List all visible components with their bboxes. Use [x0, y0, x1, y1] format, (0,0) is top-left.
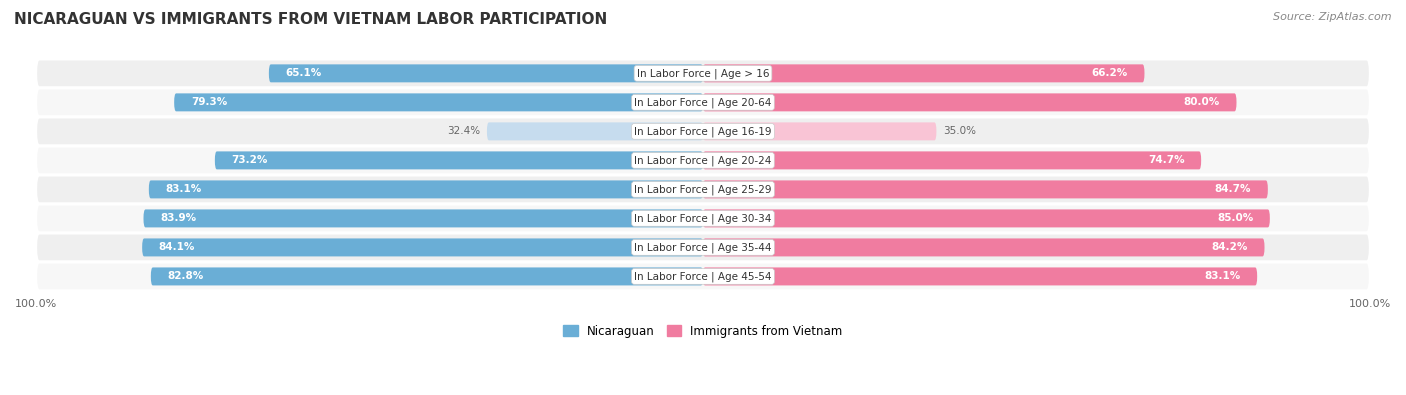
Text: In Labor Force | Age > 16: In Labor Force | Age > 16	[637, 68, 769, 79]
Text: 79.3%: 79.3%	[191, 98, 228, 107]
Text: 84.7%: 84.7%	[1215, 184, 1251, 194]
FancyBboxPatch shape	[143, 209, 703, 228]
Text: 83.1%: 83.1%	[166, 184, 201, 194]
Text: 84.1%: 84.1%	[159, 243, 195, 252]
Text: NICARAGUAN VS IMMIGRANTS FROM VIETNAM LABOR PARTICIPATION: NICARAGUAN VS IMMIGRANTS FROM VIETNAM LA…	[14, 12, 607, 27]
FancyBboxPatch shape	[37, 88, 1369, 116]
FancyBboxPatch shape	[269, 64, 703, 82]
Text: 74.7%: 74.7%	[1147, 155, 1184, 166]
FancyBboxPatch shape	[703, 93, 1236, 111]
Text: In Labor Force | Age 20-24: In Labor Force | Age 20-24	[634, 155, 772, 166]
Legend: Nicaraguan, Immigrants from Vietnam: Nicaraguan, Immigrants from Vietnam	[558, 320, 848, 342]
Text: In Labor Force | Age 25-29: In Labor Force | Age 25-29	[634, 184, 772, 195]
FancyBboxPatch shape	[703, 64, 1144, 82]
Text: 73.2%: 73.2%	[232, 155, 269, 166]
FancyBboxPatch shape	[37, 205, 1369, 232]
Text: Source: ZipAtlas.com: Source: ZipAtlas.com	[1274, 12, 1392, 22]
FancyBboxPatch shape	[703, 122, 936, 140]
Text: In Labor Force | Age 16-19: In Labor Force | Age 16-19	[634, 126, 772, 137]
FancyBboxPatch shape	[703, 239, 1264, 256]
Text: 65.1%: 65.1%	[285, 68, 322, 78]
FancyBboxPatch shape	[215, 151, 703, 169]
Text: 84.2%: 84.2%	[1212, 243, 1249, 252]
FancyBboxPatch shape	[703, 181, 1268, 198]
Text: 83.1%: 83.1%	[1205, 271, 1240, 281]
Text: In Labor Force | Age 35-44: In Labor Force | Age 35-44	[634, 242, 772, 253]
FancyBboxPatch shape	[37, 147, 1369, 174]
FancyBboxPatch shape	[150, 267, 703, 286]
Text: 66.2%: 66.2%	[1091, 68, 1128, 78]
Text: 32.4%: 32.4%	[447, 126, 481, 136]
FancyBboxPatch shape	[149, 181, 703, 198]
Text: 82.8%: 82.8%	[167, 271, 204, 281]
FancyBboxPatch shape	[142, 239, 703, 256]
FancyBboxPatch shape	[703, 267, 1257, 286]
FancyBboxPatch shape	[174, 93, 703, 111]
Text: In Labor Force | Age 30-34: In Labor Force | Age 30-34	[634, 213, 772, 224]
Text: 83.9%: 83.9%	[160, 213, 197, 224]
FancyBboxPatch shape	[37, 233, 1369, 261]
FancyBboxPatch shape	[703, 209, 1270, 228]
Text: 80.0%: 80.0%	[1184, 98, 1220, 107]
FancyBboxPatch shape	[703, 151, 1201, 169]
Text: 35.0%: 35.0%	[943, 126, 976, 136]
FancyBboxPatch shape	[37, 117, 1369, 145]
FancyBboxPatch shape	[37, 59, 1369, 87]
FancyBboxPatch shape	[37, 175, 1369, 203]
FancyBboxPatch shape	[37, 263, 1369, 290]
Text: In Labor Force | Age 20-64: In Labor Force | Age 20-64	[634, 97, 772, 107]
Text: In Labor Force | Age 45-54: In Labor Force | Age 45-54	[634, 271, 772, 282]
FancyBboxPatch shape	[486, 122, 703, 140]
Text: 85.0%: 85.0%	[1218, 213, 1253, 224]
